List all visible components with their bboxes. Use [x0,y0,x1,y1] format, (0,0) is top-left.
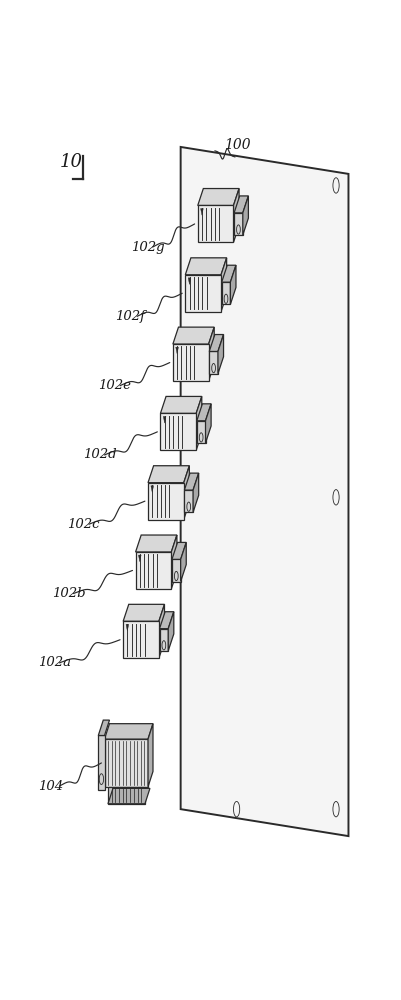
Polygon shape [184,466,189,520]
Polygon shape [123,621,159,658]
Polygon shape [105,724,153,739]
Text: 100: 100 [224,138,251,152]
Text: 102e: 102e [98,379,131,392]
Polygon shape [123,604,164,621]
Polygon shape [209,335,223,351]
Polygon shape [160,413,196,450]
Polygon shape [233,189,239,242]
Polygon shape [136,535,177,552]
Polygon shape [218,335,223,374]
Polygon shape [196,396,202,450]
Polygon shape [184,473,198,490]
Polygon shape [160,629,168,651]
Text: 102c: 102c [67,518,100,531]
Polygon shape [173,327,214,344]
Polygon shape [222,282,231,304]
Polygon shape [209,351,218,374]
Polygon shape [151,486,154,492]
Polygon shape [108,787,145,804]
Polygon shape [160,612,174,629]
Polygon shape [148,483,184,520]
Polygon shape [197,421,206,443]
Polygon shape [98,735,105,790]
Polygon shape [159,604,164,658]
Polygon shape [148,466,189,483]
Polygon shape [185,275,221,312]
Polygon shape [209,327,214,381]
Polygon shape [126,624,129,631]
Polygon shape [136,552,171,589]
Polygon shape [148,724,153,787]
Polygon shape [231,265,236,304]
Polygon shape [193,473,198,512]
Polygon shape [198,205,233,242]
Text: 102g: 102g [131,241,164,254]
Polygon shape [181,542,186,582]
Text: 102a: 102a [38,656,71,669]
Polygon shape [173,344,209,381]
Polygon shape [185,258,227,275]
Polygon shape [163,416,166,423]
Text: 102d: 102d [83,448,116,461]
Polygon shape [221,258,227,312]
Polygon shape [138,555,141,562]
Polygon shape [98,720,109,735]
Polygon shape [171,535,177,589]
Polygon shape [198,189,239,205]
Polygon shape [200,209,203,215]
Polygon shape [172,559,181,582]
Text: 102b: 102b [52,587,85,600]
Text: 10: 10 [59,153,83,171]
Polygon shape [105,739,148,787]
Polygon shape [243,196,248,235]
Polygon shape [160,396,202,413]
Polygon shape [188,278,191,285]
Polygon shape [184,490,193,512]
Polygon shape [234,213,243,235]
Polygon shape [172,542,186,559]
Polygon shape [108,788,150,804]
Polygon shape [168,612,174,651]
Polygon shape [206,404,211,443]
Polygon shape [181,147,348,836]
Polygon shape [222,265,236,282]
Polygon shape [197,404,211,421]
Text: 104: 104 [38,780,63,793]
Polygon shape [234,196,248,213]
Text: 102f: 102f [115,310,146,323]
Polygon shape [176,347,178,354]
